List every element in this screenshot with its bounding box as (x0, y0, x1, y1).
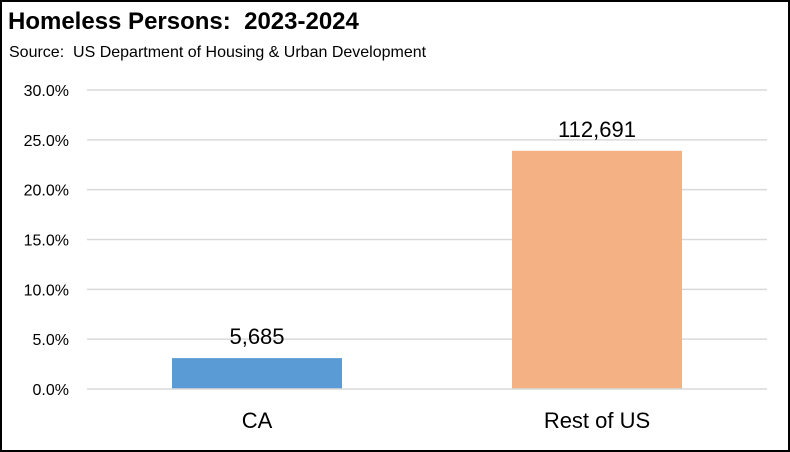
bars (172, 150, 682, 389)
x-category-label: CA (242, 408, 273, 433)
bar-ca (172, 358, 342, 389)
bar-rest-of-us (512, 150, 682, 389)
chart-subtitle: Source: US Department of Housing & Urban… (9, 44, 427, 61)
chart-title: Homeless Persons: 2023-2024 (8, 8, 359, 35)
data-labels: 5,685 112,691 (229, 117, 635, 349)
x-category-label: Rest of US (544, 408, 650, 433)
y-tick-label: 0.0% (33, 382, 69, 399)
data-label: 5,685 (229, 324, 284, 349)
y-tick-label: 20.0% (24, 183, 69, 200)
x-axis-categories: CA Rest of US (242, 408, 650, 433)
y-axis-ticks: 0.0% 5.0% 10.0% 15.0% 20.0% 25.0% 30.0% (24, 83, 69, 399)
y-tick-label: 10.0% (24, 282, 69, 299)
y-tick-label: 25.0% (24, 133, 69, 150)
data-label: 112,691 (558, 117, 636, 142)
y-tick-label: 5.0% (33, 332, 69, 349)
y-tick-label: 30.0% (24, 83, 69, 100)
y-tick-label: 15.0% (24, 233, 69, 250)
